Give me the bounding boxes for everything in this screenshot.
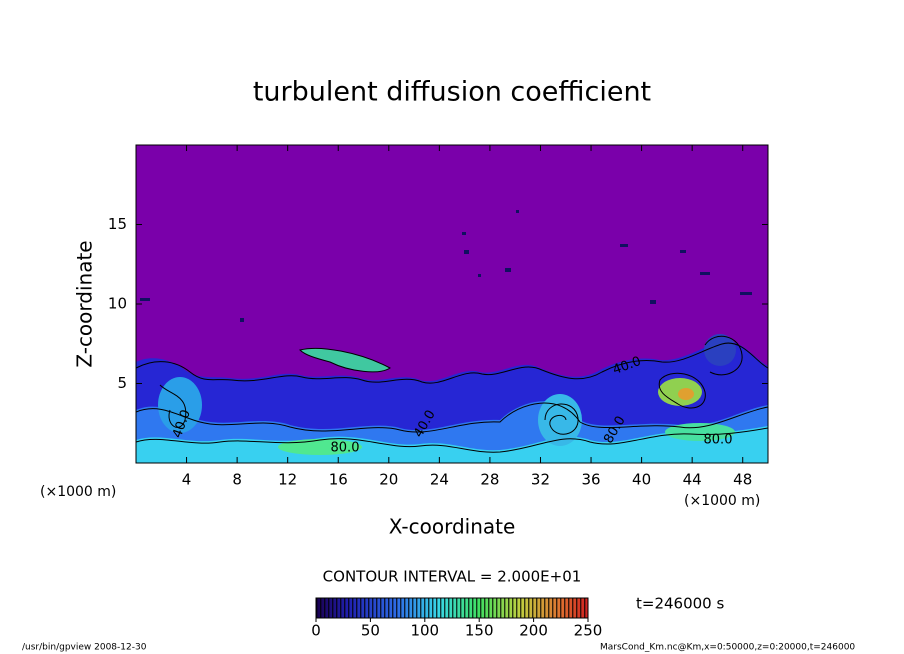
contour-label: 80.0 (704, 433, 733, 448)
x-tick-label: 44 (683, 471, 702, 489)
footer-right: MarsCond_Km.nc@Km,x=0:50000,z=0:20000,t=… (600, 643, 855, 653)
x-tick-label: 20 (379, 471, 398, 489)
x-tick-label: 28 (480, 471, 499, 489)
colorbar (315, 597, 589, 619)
x-tick-label: 16 (329, 471, 348, 489)
time-label: t=246000 s (636, 595, 724, 613)
contour-field (136, 145, 768, 463)
colorbar-tick-label: 0 (311, 622, 321, 640)
x-tick-label: 8 (232, 471, 242, 489)
colorbar-tick-label: 150 (465, 622, 494, 640)
x-tick-label: 4 (182, 471, 192, 489)
x-unit-label: (×1000 m) (684, 493, 760, 509)
x-tick-label: 24 (430, 471, 449, 489)
colorbar-tick-label: 200 (519, 622, 548, 640)
chart-title: turbulent diffusion coefficient (253, 77, 651, 108)
x-tick-label: 40 (632, 471, 651, 489)
x-tick-label: 12 (278, 471, 297, 489)
y-tick-label: 5 (117, 374, 127, 392)
x-unit-label: (×1000 m) (40, 484, 116, 500)
x-tick-label: 48 (733, 471, 752, 489)
contour-label: 80.0 (331, 441, 360, 456)
y-axis-label: Z-coordinate (73, 240, 97, 367)
colorbar-tick-label: 50 (361, 622, 380, 640)
x-axis-label: X-coordinate (389, 515, 516, 539)
y-tick-label: 10 (108, 295, 127, 313)
x-tick-label: 32 (531, 471, 550, 489)
colorbar-tick-label: 100 (410, 622, 439, 640)
contour-interval: CONTOUR INTERVAL = 2.000E+01 (323, 568, 582, 586)
y-tick-label: 15 (108, 215, 127, 233)
colorbar-tick-label: 250 (574, 622, 603, 640)
x-tick-label: 36 (581, 471, 600, 489)
footer-left: /usr/bin/gpview 2008-12-30 (22, 643, 147, 653)
